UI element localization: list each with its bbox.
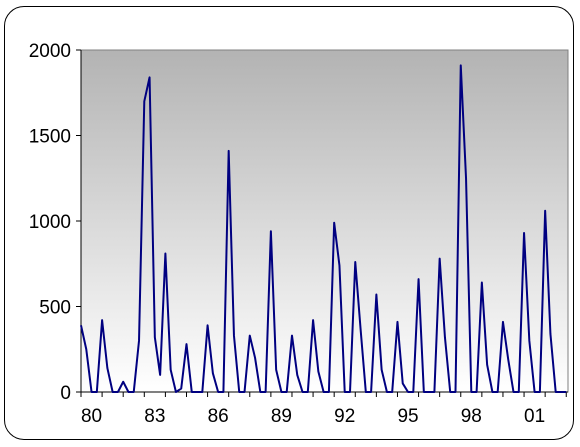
y-tick-label: 500 [39, 298, 71, 319]
y-axis: 0 500 1000 1500 2000 [29, 41, 81, 404]
x-tick-label: 95 [397, 406, 418, 427]
y-tick-label: 1000 [29, 212, 71, 233]
x-axis: 80 83 86 89 92 95 98 01 [81, 392, 568, 427]
x-tick-label: 89 [271, 406, 292, 427]
y-tick-label: 1500 [29, 127, 71, 148]
plot-area [81, 50, 568, 392]
y-tick-label: 2000 [29, 41, 71, 62]
x-tick-label: 01 [524, 406, 545, 427]
x-tick-label: 83 [144, 406, 165, 427]
y-tick-label: 0 [60, 383, 71, 404]
x-tick-label: 86 [208, 406, 229, 427]
x-tick-label: 92 [334, 406, 355, 427]
x-tick-label: 98 [461, 406, 482, 427]
x-tick-label: 80 [81, 406, 102, 427]
